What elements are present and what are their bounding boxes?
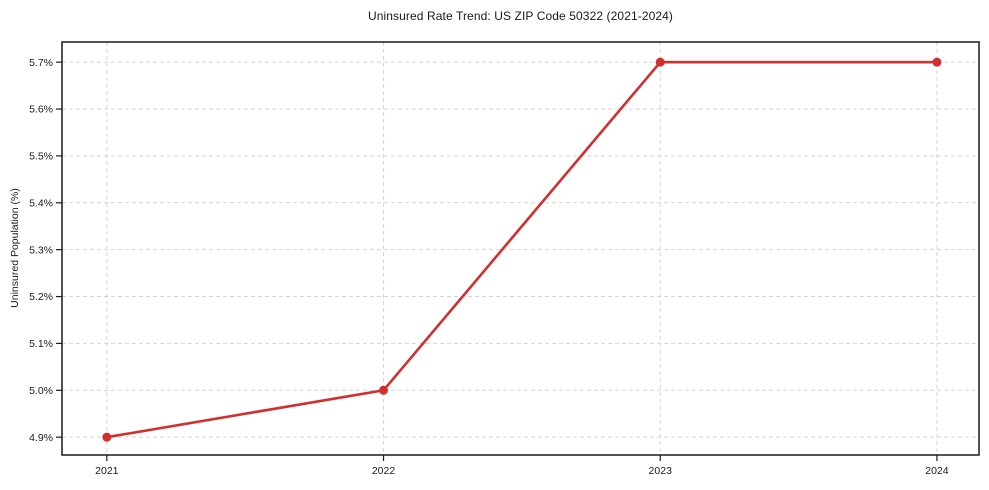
- chart-title: Uninsured Rate Trend: US ZIP Code 50322 …: [367, 9, 674, 23]
- data-point: [102, 432, 112, 442]
- y-tick-label: 4.9%: [29, 432, 53, 444]
- data-line: [105, 60, 939, 439]
- y-tick-label: 5.3%: [29, 244, 53, 256]
- y-tick-label: 5.1%: [29, 338, 53, 350]
- y-tick-label: 5.7%: [29, 57, 53, 69]
- x-tick-label: 2022: [372, 465, 396, 477]
- y-tick-label: 5.2%: [29, 291, 53, 303]
- x-tick-label: 2021: [95, 465, 119, 477]
- data-point: [379, 385, 389, 395]
- y-tick-label: 5.6%: [29, 104, 53, 116]
- data-point: [655, 57, 665, 67]
- y-tick-label: 5.5%: [29, 151, 53, 163]
- x-tick-label: 2023: [649, 465, 673, 477]
- data-point: [932, 57, 942, 67]
- y-tick-label: 5.4%: [29, 197, 53, 209]
- plot-border: [61, 41, 980, 456]
- x-tick-label: 2024: [925, 465, 949, 477]
- y-tick-label: 5.0%: [29, 385, 53, 397]
